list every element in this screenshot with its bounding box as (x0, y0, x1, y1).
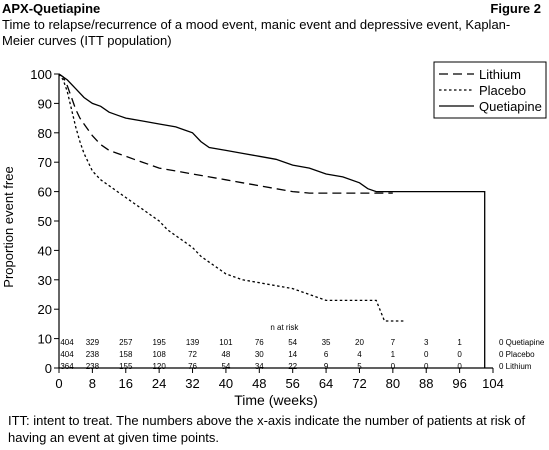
at-risk-value: 0 (457, 350, 462, 359)
at-risk-label: n at risk (270, 323, 299, 332)
x-tick-label: 80 (386, 376, 400, 391)
at-risk-value: 20 (355, 338, 364, 347)
y-tick-label: 20 (38, 302, 52, 317)
y-tick-label: 10 (38, 332, 52, 347)
at-risk-value: 72 (188, 350, 197, 359)
at-risk-value: 30 (255, 350, 264, 359)
at-risk-value: 108 (152, 350, 166, 359)
at-risk-value: 364 (60, 362, 74, 371)
x-tick-label: 96 (452, 376, 466, 391)
y-tick-label: 80 (38, 126, 52, 141)
at-risk-value: 14 (288, 350, 297, 359)
at-risk-value: 120 (152, 362, 166, 371)
at-risk-value: 1 (391, 350, 396, 359)
at-risk-value: 76 (188, 362, 197, 371)
legend-label-placebo: Placebo (479, 83, 526, 98)
at-risk-value: 1 (457, 338, 462, 347)
x-tick-label: 104 (482, 376, 504, 391)
series-line-lithium (58, 73, 393, 194)
at-risk-value: 238 (86, 350, 100, 359)
at-risk-row-label: 0 Placebo (499, 350, 535, 359)
at-risk-value: 0 (424, 362, 429, 371)
legend-label-lithium: Lithium (479, 67, 521, 82)
at-risk-value: 329 (86, 338, 100, 347)
at-risk-value: 257 (119, 338, 133, 347)
series-line-quetiapine (58, 73, 486, 368)
at-risk-value: 54 (221, 362, 230, 371)
at-risk-value: 34 (255, 362, 264, 371)
at-risk-value: 238 (86, 362, 100, 371)
legend-label-quetiapine: Quetiapine (479, 99, 542, 114)
y-tick-label: 30 (38, 273, 52, 288)
x-tick-label: 72 (352, 376, 366, 391)
at-risk-value: 101 (219, 338, 233, 347)
at-risk-row-label: 0 Lithium (499, 362, 532, 371)
y-tick-label: 70 (38, 155, 52, 170)
at-risk-value: 7 (391, 338, 396, 347)
chart-title: Time to relapse/recurrence of a mood eve… (2, 17, 511, 48)
x-tick-label: 32 (185, 376, 199, 391)
x-tick-label: 8 (89, 376, 96, 391)
at-risk-value: 139 (186, 338, 200, 347)
x-tick-label: 56 (285, 376, 299, 391)
x-tick-label: 48 (252, 376, 266, 391)
y-axis-label: Proportion event free (1, 166, 16, 287)
footnote: ITT: intent to treat. The numbers above … (8, 413, 526, 445)
at-risk-value: 35 (322, 338, 331, 347)
at-risk-value: 158 (119, 350, 133, 359)
at-risk-value: 0 (457, 362, 462, 371)
y-tick-label: 50 (38, 214, 52, 229)
x-tick-label: 24 (152, 376, 166, 391)
at-risk-value: 0 (391, 362, 396, 371)
at-risk-value: 9 (324, 362, 329, 371)
x-tick-label: 88 (419, 376, 433, 391)
y-tick-label: 90 (38, 96, 52, 111)
at-risk-value: 195 (152, 338, 166, 347)
x-tick-label: 0 (55, 376, 62, 391)
series-line-placebo (58, 73, 406, 322)
at-risk-value: 3 (424, 338, 429, 347)
at-risk-value: 4 (357, 350, 362, 359)
figure-label: Figure 2 (490, 1, 541, 16)
x-tick-label: 40 (219, 376, 233, 391)
at-risk-value: 0 (424, 350, 429, 359)
at-risk-row-label: 0 Quetiapine (499, 338, 545, 347)
at-risk-value: 48 (221, 350, 230, 359)
at-risk-value: 76 (255, 338, 264, 347)
x-tick-label: 16 (119, 376, 133, 391)
y-tick-label: 0 (45, 361, 52, 376)
brand-title: APX-Quetiapine (2, 1, 101, 16)
at-risk-value: 404 (60, 350, 74, 359)
y-tick-label: 100 (30, 67, 52, 82)
at-risk-value: 155 (119, 362, 133, 371)
x-axis-label: Time (weeks) (234, 392, 318, 408)
legend-box (433, 61, 547, 119)
at-risk-value: 5 (357, 362, 362, 371)
at-risk-value: 6 (324, 350, 329, 359)
y-tick-label: 60 (38, 185, 52, 200)
x-tick-label: 64 (319, 376, 333, 391)
y-tick-label: 40 (38, 243, 52, 258)
at-risk-value: 22 (288, 362, 297, 371)
at-risk-value: 404 (60, 338, 74, 347)
at-risk-value: 54 (288, 338, 297, 347)
